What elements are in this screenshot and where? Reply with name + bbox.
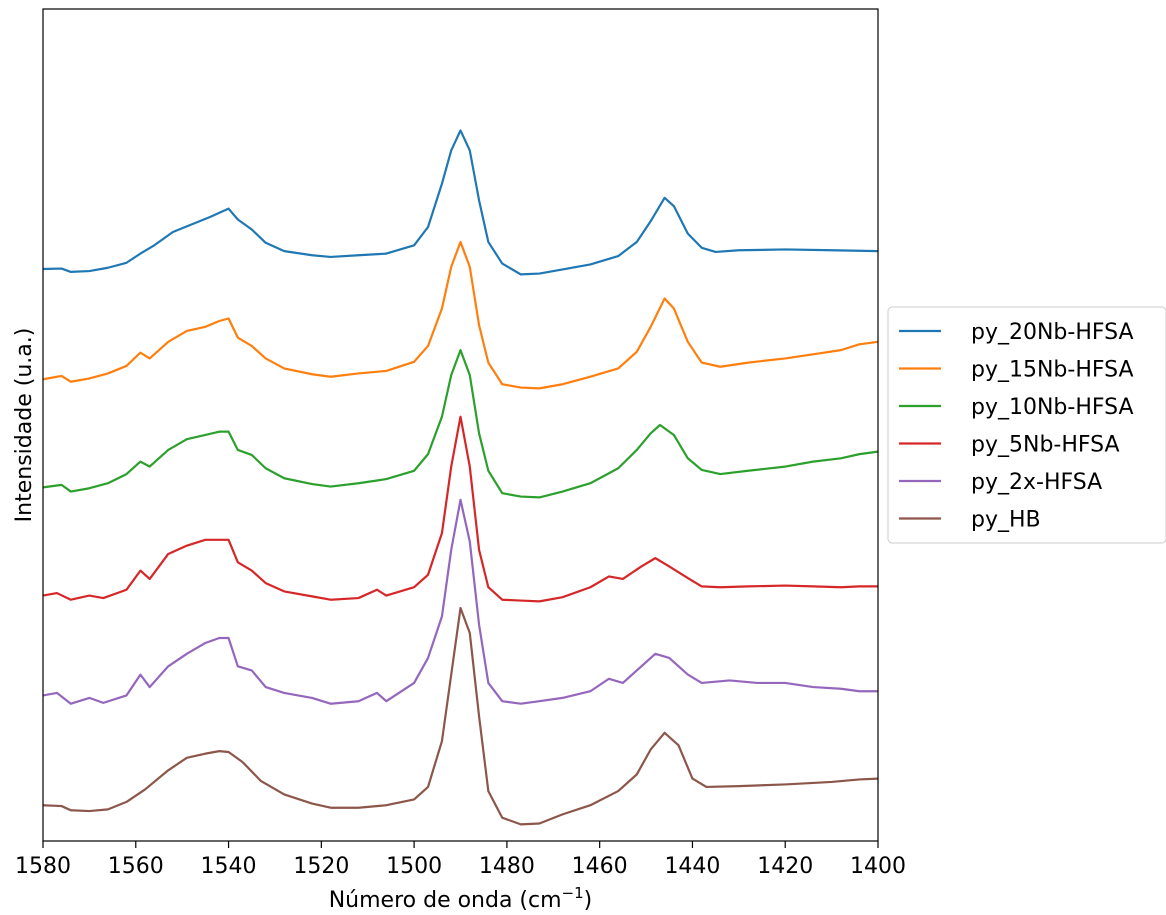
legend-label-5: py_2x-HFSA	[971, 470, 1102, 495]
x-tick-label: 1560	[108, 854, 164, 879]
y-axis-label: Intensidade (u.a.)	[12, 328, 37, 523]
x-axis-label: Número de onda (cm−1)	[329, 884, 593, 913]
legend-frame	[887, 306, 1166, 544]
series-line-1	[42, 129, 879, 276]
series-line-5	[42, 498, 878, 705]
plot-frame	[42, 8, 879, 842]
x-tick-label: 1440	[664, 854, 720, 879]
legend-label-1: py_20Nb-HFSA	[971, 320, 1134, 345]
series-layer	[42, 129, 879, 826]
legend-label-3: py_10Nb-HFSA	[971, 395, 1134, 420]
legend-label-6: py_HB	[971, 508, 1041, 533]
legend-label-2: py_15Nb-HFSA	[971, 358, 1134, 383]
plot-area	[43, 9, 878, 841]
series-line-4	[42, 415, 878, 603]
x-tick-label: 1480	[479, 854, 535, 879]
series-line-3	[42, 349, 879, 499]
x-tick-label: 1460	[572, 854, 628, 879]
x-tick-label: 1400	[850, 854, 906, 879]
x-tick-label: 1580	[15, 854, 71, 879]
x-tick-label: 1520	[293, 854, 349, 879]
x-axis-ticks: 1580 1560 1540 1520 1500 1480 1460 1440 1420 1400	[15, 841, 906, 879]
x-tick-label: 1500	[386, 854, 442, 879]
series-line-2	[42, 240, 879, 390]
series-line-6	[42, 606, 879, 826]
legend: py_20Nb-HFSA py_15Nb-HFSA py_10Nb-HFSA py_5…	[887, 306, 1166, 544]
legend-label-4: py_5Nb-HFSA	[971, 433, 1120, 458]
x-tick-label: 1420	[757, 854, 813, 879]
x-tick-label: 1540	[201, 854, 257, 879]
